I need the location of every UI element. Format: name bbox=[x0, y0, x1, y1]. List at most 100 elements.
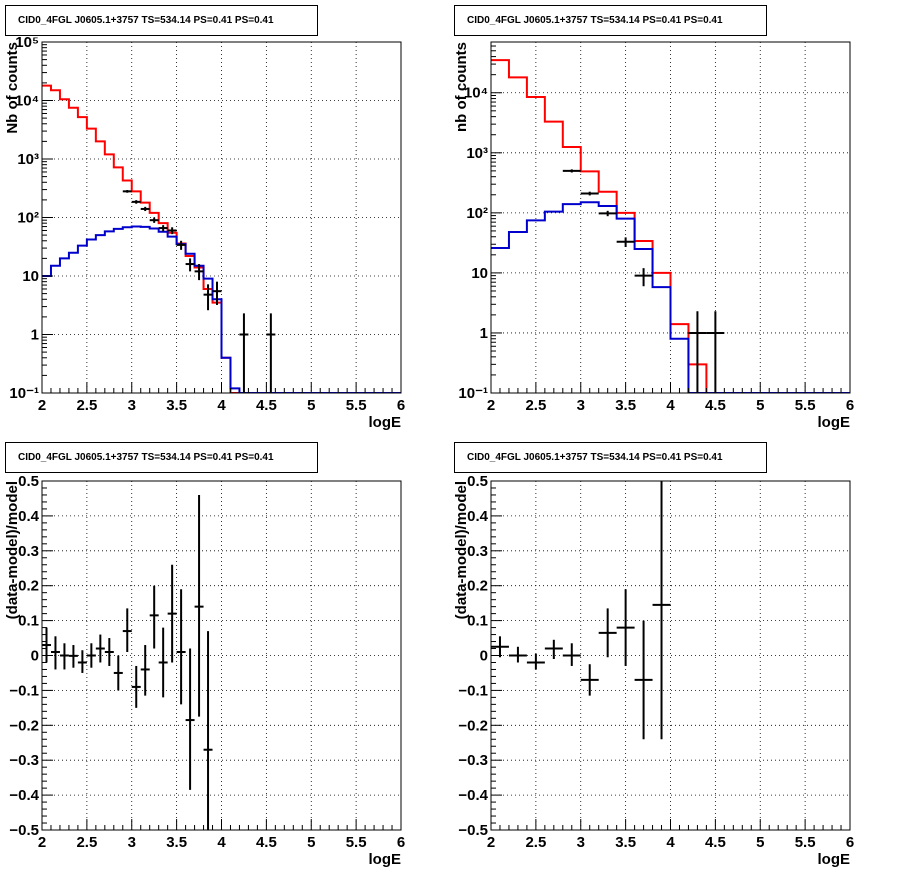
x-tick-label: 4.5 bbox=[256, 834, 277, 851]
data-point bbox=[167, 564, 177, 663]
data-point bbox=[194, 264, 204, 281]
y-tick-label: 0.3 bbox=[18, 543, 39, 560]
data-point bbox=[706, 311, 725, 393]
x-tick-label: 4.5 bbox=[705, 397, 726, 414]
data-point bbox=[113, 655, 123, 691]
x-tick-label: 3 bbox=[128, 397, 136, 414]
data-point bbox=[491, 636, 509, 658]
data-point bbox=[122, 608, 132, 653]
x-tick-label: 4.5 bbox=[705, 834, 726, 851]
data-point bbox=[185, 258, 195, 272]
data-point bbox=[86, 643, 96, 668]
x-axis-label: logE bbox=[818, 851, 851, 868]
data-point bbox=[580, 191, 599, 196]
y-tick-label: 10⁴ bbox=[464, 85, 488, 102]
x-tick-label: 5.5 bbox=[346, 397, 367, 414]
x-tick-label: 3 bbox=[128, 834, 136, 851]
x-tick-label: 3.5 bbox=[615, 397, 636, 414]
y-tick-label: −0.2 bbox=[458, 717, 488, 734]
x-tick-label: 5 bbox=[756, 397, 764, 414]
data-point bbox=[266, 313, 276, 393]
data-point bbox=[562, 169, 581, 173]
x-tick-label: 4 bbox=[217, 834, 226, 851]
data-point bbox=[562, 643, 581, 666]
data-point bbox=[68, 645, 78, 668]
x-tick-label: 3.5 bbox=[166, 397, 187, 414]
data-point bbox=[194, 494, 204, 717]
data-point bbox=[544, 639, 563, 659]
y-tick-label: −0.2 bbox=[9, 717, 39, 734]
y-tick-label: 0.1 bbox=[18, 613, 39, 630]
x-tick-label: 5.5 bbox=[795, 397, 816, 414]
data-point bbox=[122, 190, 132, 193]
data-point bbox=[652, 481, 671, 740]
y-tick-label: 10⁻¹ bbox=[458, 385, 488, 402]
x-tick-label: 2.5 bbox=[525, 834, 546, 851]
data-point bbox=[140, 206, 150, 212]
x-tick-label: 2 bbox=[487, 834, 495, 851]
y-tick-label: −0.3 bbox=[458, 752, 488, 769]
x-tick-label: 2 bbox=[38, 397, 46, 414]
panel-bottom-right: 2 2.5 3 3.5 4 4.5 5 5.5 6logE−0.5−0.4−0.3−0.2−0.… bbox=[453, 473, 854, 868]
y-tick-label: 0.2 bbox=[18, 578, 39, 595]
data-point bbox=[176, 240, 186, 250]
data-point bbox=[203, 284, 213, 311]
y-tick-label: 0.1 bbox=[467, 613, 488, 630]
y-tick-label: 10 bbox=[471, 265, 488, 282]
data-point bbox=[95, 634, 105, 663]
y-tick-label: −0.5 bbox=[9, 822, 39, 839]
data-point bbox=[185, 648, 195, 790]
panel-bottom-left: 2 2.5 3 3.5 4 4.5 5 5.5 6logE−0.5−0.4−0.3−0.2−0.… bbox=[4, 473, 405, 868]
x-axis-label: logE bbox=[369, 414, 402, 431]
x-tick-label: 6 bbox=[846, 834, 854, 851]
y-tick-label: 0.2 bbox=[467, 578, 488, 595]
x-tick-label: 3 bbox=[577, 834, 585, 851]
chart-title-top-left: CID0_4FGL J0605.1+3757 TS=534.14 PS=0.41… bbox=[5, 5, 318, 36]
data-point bbox=[50, 636, 60, 670]
x-tick-label: 6 bbox=[846, 397, 854, 414]
data-point bbox=[598, 608, 617, 658]
data-point bbox=[149, 217, 159, 223]
y-tick-label: 10² bbox=[17, 210, 39, 227]
y-tick-label: 0.3 bbox=[467, 543, 488, 560]
x-tick-label: 2.5 bbox=[525, 397, 546, 414]
x-tick-label: 3.5 bbox=[166, 834, 187, 851]
data-point bbox=[616, 589, 635, 666]
chart-title-bottom-left: CID0_4FGL J0605.1+3757 TS=534.14 PS=0.41… bbox=[5, 442, 318, 473]
y-tick-label: −0.1 bbox=[458, 682, 488, 699]
y-tick-label: −0.4 bbox=[9, 787, 39, 804]
chart-title-top-right: CID0_4FGL J0605.1+3757 TS=534.14 PS=0.41… bbox=[454, 5, 767, 36]
y-tick-label: 10 bbox=[22, 268, 39, 285]
x-tick-label: 4 bbox=[666, 834, 675, 851]
y-tick-label: 0.5 bbox=[467, 473, 488, 490]
x-tick-label: 6 bbox=[397, 397, 405, 414]
data-point bbox=[176, 589, 186, 705]
y-tick-label: 1 bbox=[31, 327, 39, 344]
x-tick-label: 5 bbox=[756, 834, 764, 851]
y-tick-label: 10⁵ bbox=[15, 34, 39, 51]
data-point bbox=[140, 645, 150, 696]
data-point bbox=[42, 627, 51, 663]
x-tick-label: 5.5 bbox=[346, 834, 367, 851]
data-point bbox=[634, 620, 653, 740]
y-tick-label: 10² bbox=[466, 205, 488, 222]
data-point bbox=[239, 313, 249, 393]
data-point bbox=[212, 281, 222, 305]
x-tick-label: 5.5 bbox=[795, 834, 816, 851]
data-point bbox=[167, 227, 177, 235]
x-tick-label: 2.5 bbox=[76, 397, 97, 414]
x-tick-label: 3.5 bbox=[615, 834, 636, 851]
y-tick-label: 0.5 bbox=[18, 473, 39, 490]
y-tick-label: 1 bbox=[480, 325, 488, 342]
x-tick-label: 4 bbox=[217, 397, 226, 414]
data-point bbox=[634, 268, 653, 287]
data-point bbox=[131, 200, 141, 204]
data-point bbox=[688, 311, 707, 393]
data-point bbox=[616, 237, 635, 247]
y-tick-label: 0.4 bbox=[467, 508, 489, 525]
data-point bbox=[158, 627, 168, 698]
